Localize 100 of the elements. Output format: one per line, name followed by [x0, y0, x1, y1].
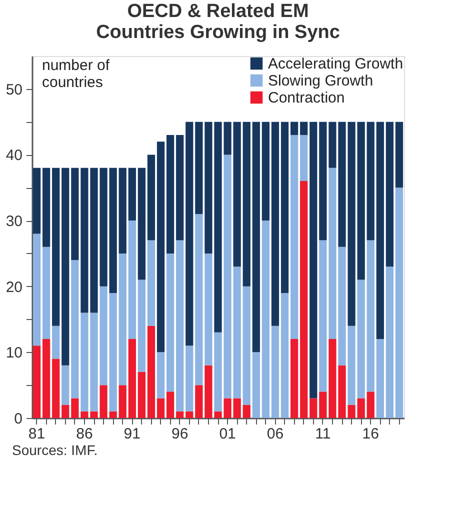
bar — [176, 411, 184, 418]
x-tick-label: 86 — [76, 426, 93, 442]
x-tick-label: 91 — [124, 426, 140, 442]
bar — [109, 168, 117, 293]
bar — [42, 339, 50, 418]
x-tick-label: 81 — [28, 426, 46, 442]
bar — [280, 122, 289, 293]
bar — [71, 168, 79, 260]
bar — [195, 122, 203, 214]
bar — [395, 122, 404, 188]
bar — [319, 392, 327, 418]
legend-label: Slowing Growth — [268, 72, 374, 90]
bar — [176, 240, 184, 412]
bar — [262, 220, 270, 418]
bar — [32, 346, 41, 418]
y-tick-label: 30 — [6, 213, 22, 230]
bar — [366, 122, 374, 240]
bar — [176, 134, 184, 240]
bar — [118, 253, 126, 386]
bar — [395, 188, 404, 418]
bar — [128, 339, 136, 418]
bar — [386, 266, 394, 418]
bar — [252, 352, 260, 418]
legend-label: Accelerating Growth — [268, 56, 404, 72]
bar — [138, 280, 146, 372]
bar — [290, 122, 298, 135]
bar — [138, 372, 146, 418]
y-axis-title: number of countries — [42, 57, 110, 91]
bar — [62, 365, 70, 405]
bar — [366, 392, 374, 418]
bar — [128, 168, 136, 221]
bar — [118, 168, 126, 254]
y-tick-label: 10 — [6, 344, 22, 362]
x-tick-label: 06 — [266, 426, 284, 442]
y-tick-label: 0 — [14, 410, 22, 428]
text: OECD & Related EM — [127, 1, 309, 22]
bar — [156, 398, 165, 418]
bar — [319, 240, 327, 392]
bar — [166, 253, 174, 392]
bar — [300, 134, 308, 182]
bar — [290, 134, 298, 340]
bar — [32, 168, 41, 234]
bar — [233, 266, 241, 398]
bar — [52, 358, 60, 418]
bar — [71, 260, 79, 398]
bar — [147, 154, 156, 240]
bar — [280, 292, 289, 418]
bar — [233, 122, 241, 267]
bar — [262, 122, 270, 221]
bar — [42, 168, 50, 247]
x-tick-label: 11 — [315, 426, 331, 442]
bar — [376, 122, 384, 340]
bar — [310, 398, 318, 418]
bar — [233, 398, 241, 418]
bar — [357, 398, 365, 418]
bar — [147, 240, 156, 326]
bar — [271, 122, 280, 326]
x-tick-label: 16 — [362, 426, 379, 442]
bar — [290, 339, 298, 418]
bar — [109, 292, 117, 412]
bar — [42, 246, 50, 340]
text: Countries Growing in Sync — [96, 22, 340, 43]
bar — [242, 404, 250, 418]
bar — [357, 280, 365, 398]
bar — [109, 411, 117, 418]
bar — [252, 122, 260, 352]
y-tick-label: 40 — [6, 147, 22, 164]
bar — [195, 214, 203, 386]
bar — [138, 168, 146, 280]
bar — [366, 240, 374, 392]
bar — [186, 122, 194, 346]
bar — [242, 286, 250, 405]
bar — [118, 385, 126, 418]
bar — [357, 122, 365, 280]
bar — [300, 122, 308, 135]
bar — [128, 220, 136, 340]
bar — [52, 168, 60, 326]
bar — [71, 398, 79, 418]
bar — [186, 346, 194, 412]
bar — [62, 168, 70, 366]
legend-label: Contraction — [268, 90, 345, 106]
bar — [195, 385, 203, 418]
x-tick-label: 01 — [219, 426, 236, 442]
bar — [52, 326, 60, 359]
bar — [271, 326, 280, 418]
source-note: Sources: IMF. — [12, 442, 98, 458]
bar — [156, 142, 165, 352]
bar — [300, 181, 308, 418]
x-tick-label: 96 — [172, 426, 188, 442]
y-tick-label: 50 — [6, 81, 22, 98]
bar — [32, 234, 41, 346]
bar — [62, 404, 70, 418]
bar — [310, 122, 318, 398]
bar — [156, 352, 165, 398]
bar — [376, 339, 384, 418]
bar — [147, 326, 156, 418]
bar — [242, 122, 250, 286]
bar — [166, 134, 174, 254]
bar — [186, 411, 194, 418]
bar — [386, 122, 394, 267]
